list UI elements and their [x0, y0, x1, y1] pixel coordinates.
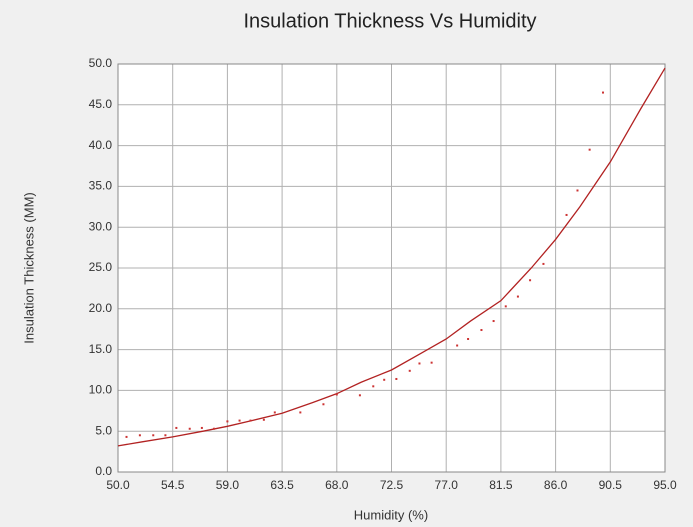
data-point [138, 434, 141, 437]
data-point [299, 411, 302, 414]
data-point [335, 393, 338, 396]
x-tick-label: 81.5 [489, 478, 513, 492]
x-tick-label: 72.5 [380, 478, 404, 492]
plot-border [117, 63, 666, 473]
data-point [542, 262, 545, 265]
trend-line [117, 67, 666, 447]
x-tick-label: 63.5 [270, 478, 294, 492]
y-tick-label: 0.0 [95, 464, 112, 478]
y-tick-label: 45.0 [89, 97, 113, 111]
x-tick-label: 68.0 [325, 478, 349, 492]
data-point [529, 279, 532, 282]
y-tick-label: 20.0 [89, 301, 113, 315]
y-tick-label: 30.0 [89, 219, 113, 233]
y-tick-label: 5.0 [95, 423, 112, 437]
data-point [576, 189, 579, 192]
x-tick-label: 90.5 [599, 478, 623, 492]
y-axis-label: Insulation Thickness (MM) [21, 192, 36, 343]
data-point [516, 295, 519, 298]
data-point [383, 378, 386, 381]
y-tick-label: 35.0 [89, 179, 113, 193]
data-point [602, 91, 605, 94]
data-point [408, 369, 411, 372]
x-axis-label: Humidity (%) [354, 507, 428, 522]
data-point [456, 344, 459, 347]
data-point [273, 411, 276, 414]
data-point [322, 403, 325, 406]
x-tick-label: 54.5 [161, 478, 185, 492]
data-point [152, 434, 155, 437]
y-tick-label: 25.0 [89, 260, 113, 274]
data-point [372, 385, 375, 388]
data-point [213, 427, 216, 430]
data-point [418, 362, 421, 365]
data-point [565, 213, 568, 216]
x-tick-label: 95.0 [653, 478, 677, 492]
x-tick-label: 77.0 [435, 478, 459, 492]
data-point [125, 435, 128, 438]
x-tick-label: 86.0 [544, 478, 568, 492]
data-point [504, 305, 507, 308]
data-point [249, 419, 252, 422]
data-point [226, 420, 229, 423]
data-point [395, 377, 398, 380]
x-tick-label: 50.0 [106, 478, 130, 492]
chart-title: Insulation Thickness Vs Humidity [243, 10, 536, 32]
data-point [492, 320, 495, 323]
data-point [358, 394, 361, 397]
data-point [480, 329, 483, 332]
data-point [175, 426, 178, 429]
y-tick-label: 10.0 [89, 383, 113, 397]
data-point [238, 419, 241, 422]
data-point [467, 337, 470, 340]
data-point [164, 434, 167, 437]
y-tick-label: 40.0 [89, 138, 113, 152]
data-point [200, 426, 203, 429]
data-point [430, 361, 433, 364]
data-point [588, 148, 591, 151]
data-point [262, 418, 265, 421]
x-tick-label: 59.0 [216, 478, 240, 492]
data-point [188, 427, 191, 430]
y-tick-label: 15.0 [89, 342, 113, 356]
y-tick-label: 50.0 [89, 56, 113, 70]
